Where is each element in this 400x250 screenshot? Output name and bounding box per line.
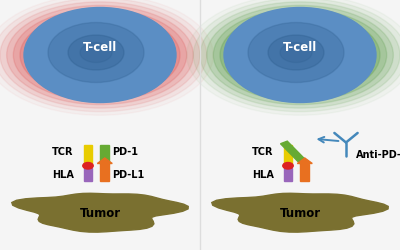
Text: T-cell: T-cell — [83, 41, 117, 54]
Text: Tumor: Tumor — [80, 207, 120, 220]
Circle shape — [83, 162, 93, 169]
FancyBboxPatch shape — [84, 168, 92, 181]
Text: PD-1: PD-1 — [112, 147, 138, 157]
Ellipse shape — [73, 41, 127, 69]
Circle shape — [268, 35, 324, 70]
Circle shape — [280, 42, 312, 62]
Ellipse shape — [40, 23, 160, 87]
Text: PD-L1: PD-L1 — [112, 170, 144, 179]
Ellipse shape — [27, 16, 173, 94]
Ellipse shape — [200, 2, 400, 108]
Circle shape — [283, 162, 293, 169]
Ellipse shape — [227, 16, 373, 94]
Ellipse shape — [207, 6, 393, 104]
Circle shape — [68, 35, 124, 70]
Ellipse shape — [0, 0, 207, 112]
Ellipse shape — [13, 9, 187, 101]
FancyBboxPatch shape — [284, 168, 292, 181]
Ellipse shape — [193, 0, 400, 112]
Circle shape — [24, 8, 176, 102]
Ellipse shape — [247, 27, 353, 83]
Ellipse shape — [267, 37, 333, 73]
FancyBboxPatch shape — [100, 144, 109, 164]
Ellipse shape — [220, 12, 380, 98]
Ellipse shape — [233, 20, 367, 90]
Ellipse shape — [80, 44, 120, 66]
Ellipse shape — [47, 27, 153, 83]
Ellipse shape — [287, 48, 313, 62]
FancyBboxPatch shape — [100, 164, 109, 181]
FancyBboxPatch shape — [280, 141, 308, 165]
Ellipse shape — [213, 9, 387, 101]
Ellipse shape — [293, 52, 307, 59]
Circle shape — [224, 8, 376, 102]
Text: TCR: TCR — [252, 147, 274, 157]
Ellipse shape — [93, 52, 107, 59]
Polygon shape — [97, 158, 112, 164]
Text: HLA: HLA — [252, 170, 274, 179]
Ellipse shape — [260, 34, 340, 76]
Ellipse shape — [67, 37, 133, 73]
Ellipse shape — [20, 12, 180, 98]
Ellipse shape — [273, 41, 327, 69]
Ellipse shape — [53, 30, 147, 80]
Ellipse shape — [280, 44, 320, 66]
Text: Tumor: Tumor — [280, 207, 320, 220]
Ellipse shape — [33, 20, 167, 90]
Circle shape — [248, 22, 344, 82]
FancyBboxPatch shape — [300, 164, 309, 181]
Ellipse shape — [0, 2, 200, 108]
FancyBboxPatch shape — [284, 144, 292, 164]
Ellipse shape — [253, 30, 347, 80]
Text: HLA: HLA — [52, 170, 74, 179]
Circle shape — [48, 22, 144, 82]
Ellipse shape — [87, 48, 113, 62]
Text: T-cell: T-cell — [283, 41, 317, 54]
Polygon shape — [212, 193, 388, 232]
Ellipse shape — [240, 23, 360, 87]
Text: Anti-PD-1: Anti-PD-1 — [356, 150, 400, 160]
Text: TCR: TCR — [52, 147, 74, 157]
Polygon shape — [297, 158, 312, 164]
Circle shape — [80, 42, 112, 62]
Ellipse shape — [7, 6, 193, 104]
Ellipse shape — [60, 34, 140, 76]
Polygon shape — [12, 193, 188, 232]
FancyBboxPatch shape — [84, 144, 92, 164]
